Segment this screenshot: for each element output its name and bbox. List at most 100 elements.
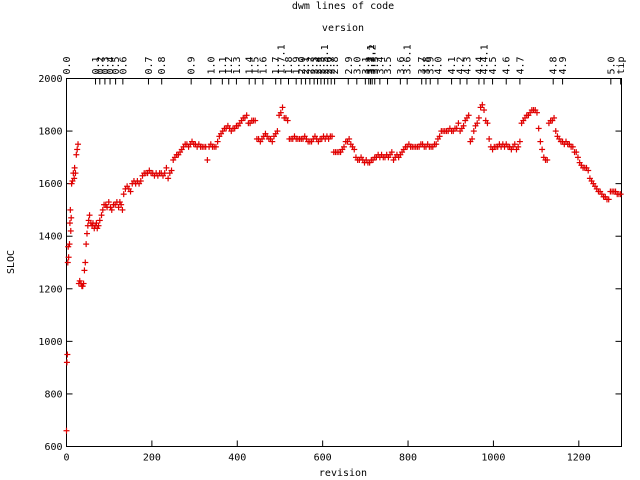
data-point [469, 135, 476, 142]
data-point [65, 243, 72, 250]
data-point [453, 125, 460, 132]
version-tick-label: 3.2 [364, 56, 375, 74]
data-point [274, 128, 281, 135]
y-axis: 600 800 1000 1200 1400 1600 1800 2000 [38, 74, 622, 453]
data-point [127, 188, 134, 195]
data-point [96, 217, 103, 224]
x-axis-label: revision [319, 468, 367, 479]
version-tick-label: 3.1 [361, 56, 372, 74]
data-point [351, 146, 358, 153]
data-point [83, 230, 90, 237]
y-tick-label: 1000 [38, 337, 62, 348]
version-tick-label: 4.2 [456, 56, 467, 74]
data-point [165, 175, 172, 182]
data-point [116, 199, 123, 206]
version-tick-label: 3.6 [396, 56, 407, 74]
data-point [161, 170, 168, 177]
data-point [72, 170, 79, 177]
data-point [269, 138, 276, 145]
data-point [99, 206, 106, 213]
version-tick-label: 1.1 [218, 56, 229, 74]
version-tick-label: 4.7 [515, 56, 526, 74]
version-tick-label: 3.2.1 [366, 44, 377, 74]
data-point [433, 141, 440, 148]
data-point [74, 146, 81, 153]
x-tick-label: 0 [63, 453, 69, 464]
data-point [515, 143, 522, 150]
x-tick-label: 600 [314, 453, 332, 464]
data-point [86, 212, 93, 219]
data-point [455, 120, 462, 127]
data-point [68, 180, 75, 187]
version-tick-label: 0.7 [144, 56, 155, 74]
version-tick-label: 0.0 [62, 56, 73, 74]
y-tick-label: 600 [44, 442, 62, 453]
data-point [83, 241, 90, 248]
x-axis: 0 200 400 600 800 1000 1200 [63, 440, 591, 464]
version-tick-label: 1.8 [284, 56, 295, 74]
version-tick-label: tip [616, 56, 627, 74]
data-point [341, 143, 347, 150]
data-point [65, 254, 72, 261]
y-tick-label: 1600 [38, 179, 62, 190]
data-point [277, 109, 284, 116]
version-tick-label: 3.3 [370, 56, 381, 74]
data-point [75, 141, 82, 148]
version-tick-label: 4.0 [433, 56, 444, 74]
data-point [539, 146, 546, 153]
data-point [94, 225, 101, 232]
data-point [81, 267, 88, 274]
y-tick-label: 1800 [38, 127, 62, 138]
data-point [63, 427, 70, 434]
data-point [243, 112, 250, 119]
data-point [67, 227, 74, 234]
data-point [537, 138, 544, 145]
data-point [71, 164, 78, 171]
chart-title: dwm lines of code [292, 1, 394, 12]
version-tick-label: 3.0 [352, 56, 363, 74]
data-point [66, 220, 73, 227]
version-tick-label: 3.6.1 [403, 44, 414, 74]
version-tick-label: 0.4 [106, 56, 117, 74]
data-point [511, 141, 518, 148]
y-tick-label: 2000 [38, 74, 62, 85]
version-tick-label: 3.7 [417, 56, 428, 74]
data-point [66, 241, 73, 248]
version-tick-label: 1.6 [258, 56, 269, 74]
version-tick-label: 1.4 [245, 56, 256, 74]
x-tick-label: 1200 [567, 453, 591, 464]
data-point [102, 201, 109, 208]
version-axis-label: version [322, 23, 364, 34]
x-tick-label: 200 [143, 453, 161, 464]
data-point [516, 138, 523, 145]
data-point [82, 259, 89, 266]
data-point [67, 206, 74, 213]
version-tick-label: 3.2.2 [368, 44, 379, 74]
data-point [80, 280, 87, 287]
data-point [617, 191, 624, 198]
version-tick-label: 0.3 [100, 56, 111, 74]
data-point [535, 125, 542, 132]
data-point [465, 112, 472, 119]
version-tick-label: 4.3 [462, 56, 473, 74]
plot-frame [66, 78, 622, 447]
x-tick-label: 1000 [481, 453, 505, 464]
data-point [79, 283, 86, 290]
data-point [214, 138, 221, 145]
version-tick-label: 0.2 [95, 56, 106, 74]
y-tick-label: 800 [44, 389, 62, 400]
data-point [204, 156, 211, 163]
version-tick-label: 2.5 [316, 56, 327, 74]
data-point [475, 114, 482, 121]
y-tick-label: 1400 [38, 232, 62, 243]
y-axis-label: SLOC [6, 250, 17, 274]
data-point [252, 117, 259, 124]
version-axis: 0.0 0.10.20.30.40.50.6 0.7 0.8 0.9 1.0 1.11.21… [62, 44, 627, 85]
version-tick-label: 2.8 [330, 56, 341, 74]
version-tick-label: 0.6 [118, 56, 129, 74]
data-point [284, 117, 291, 124]
version-tick-label: 2.5.1 [320, 44, 331, 74]
version-tick-label: 1.2 [224, 56, 235, 74]
data-point [544, 156, 551, 163]
